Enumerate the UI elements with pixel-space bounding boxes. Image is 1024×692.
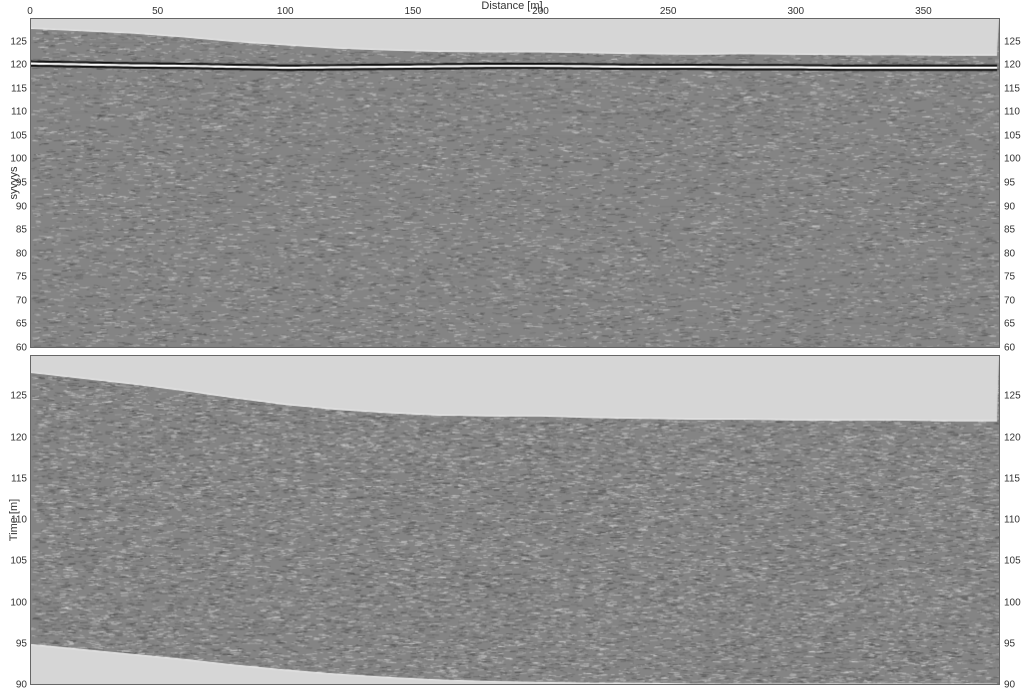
x-tick: 150 — [405, 6, 422, 17]
y-tick: 105 — [3, 556, 27, 567]
y-tick: 105 — [1004, 556, 1021, 567]
y-tick: 115 — [1004, 473, 1020, 484]
y-tick: 75 — [3, 272, 27, 283]
y-tick: 100 — [1004, 597, 1021, 608]
y-tick: 125 — [3, 391, 27, 402]
y-tick: 110 — [3, 515, 27, 526]
x-tick: 0 — [27, 6, 33, 17]
y-tick: 70 — [3, 295, 27, 306]
top-radargram-panel — [30, 18, 1000, 348]
x-tick: 350 — [915, 6, 932, 17]
bottom-radargram-canvas — [31, 356, 999, 684]
y-tick: 90 — [1004, 201, 1015, 212]
y-tick: 115 — [3, 473, 27, 484]
y-tick: 105 — [3, 130, 27, 141]
top-radargram-canvas — [31, 19, 999, 347]
y-tick: 65 — [1004, 319, 1015, 330]
x-tick: 250 — [660, 6, 677, 17]
y-tick: 125 — [1004, 36, 1021, 47]
y-tick: 60 — [3, 343, 27, 354]
y-tick: 95 — [1004, 178, 1015, 189]
y-tick: 125 — [1004, 391, 1021, 402]
y-tick: 85 — [1004, 225, 1015, 236]
y-tick: 60 — [1004, 343, 1015, 354]
y-tick: 85 — [3, 225, 27, 236]
y-tick: 100 — [3, 154, 27, 165]
y-tick: 95 — [3, 178, 27, 189]
y-tick: 120 — [3, 432, 27, 443]
y-tick: 90 — [3, 680, 27, 691]
figure-root: Distance [m] 050100150200250300350 syvyy… — [0, 0, 1024, 692]
y-tick: 100 — [1004, 154, 1021, 165]
x-tick: 300 — [787, 6, 804, 17]
y-tick: 110 — [1004, 107, 1020, 118]
y-tick: 110 — [1004, 515, 1020, 526]
bottom-radargram-panel — [30, 355, 1000, 685]
y-tick: 105 — [1004, 130, 1021, 141]
y-tick: 75 — [1004, 272, 1015, 283]
y-tick: 95 — [1004, 638, 1015, 649]
y-tick: 120 — [1004, 432, 1021, 443]
y-tick: 120 — [1004, 60, 1021, 71]
x-tick: 100 — [277, 6, 294, 17]
y-tick: 120 — [3, 60, 27, 71]
y-tick: 125 — [3, 36, 27, 47]
y-tick: 80 — [3, 248, 27, 259]
x-tick: 200 — [532, 6, 549, 17]
y-tick: 90 — [1004, 680, 1015, 691]
y-tick: 115 — [3, 83, 27, 94]
y-tick: 100 — [3, 597, 27, 608]
y-tick: 95 — [3, 638, 27, 649]
y-tick: 115 — [1004, 83, 1020, 94]
x-tick: 50 — [152, 6, 163, 17]
y-tick: 90 — [3, 201, 27, 212]
y-tick: 110 — [3, 107, 27, 118]
y-tick: 70 — [1004, 295, 1015, 306]
y-tick: 80 — [1004, 248, 1015, 259]
y-tick: 65 — [3, 319, 27, 330]
